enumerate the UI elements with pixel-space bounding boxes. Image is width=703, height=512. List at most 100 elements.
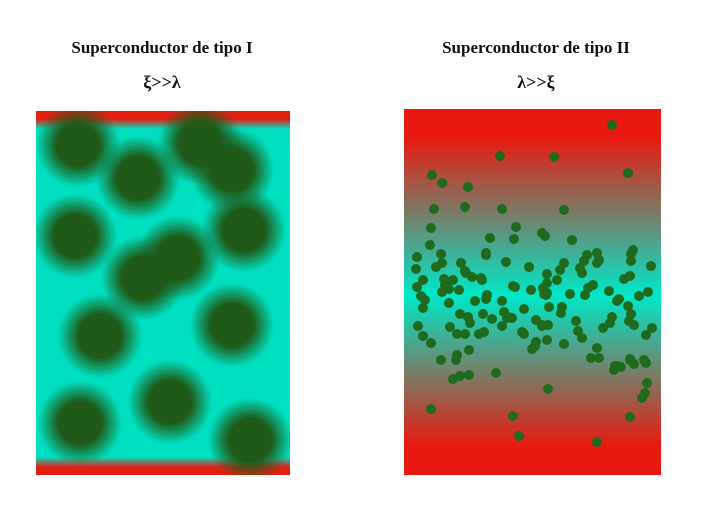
vortex-dot [451, 349, 462, 360]
vortex-dot [437, 178, 447, 188]
vortex-dot [536, 319, 547, 330]
vortex-dot [624, 411, 635, 422]
vortex-dot [577, 267, 587, 278]
vortex-dot [475, 273, 486, 284]
vortex-dot [628, 320, 639, 331]
vortex-dot [507, 410, 518, 421]
vortex-dot [412, 282, 423, 293]
vortex-dot [626, 249, 637, 260]
vortex-dot [524, 262, 535, 273]
type1-title: Superconductor de tipo I [71, 38, 253, 57]
vortex-dot [576, 332, 587, 343]
vortex-dot [607, 312, 618, 323]
vortex-dot [575, 262, 586, 273]
vortex-dot [448, 275, 459, 286]
vortex-dot [555, 264, 566, 275]
vortex-dot [486, 314, 497, 325]
vortex-dot [608, 365, 619, 376]
vortex-dot [417, 274, 428, 285]
vortex-dot [416, 291, 427, 302]
vortex-dot [496, 296, 507, 307]
vortex-dot [473, 328, 484, 339]
vortex-dot [517, 326, 528, 337]
vortex-dot [580, 290, 591, 301]
vortex-dot [425, 223, 436, 234]
vortex-dot [526, 285, 537, 296]
type2-relation: λ>>ξ [517, 72, 555, 92]
vortex-dot [465, 317, 476, 328]
vortex-dot [466, 271, 477, 282]
vortex-blob [200, 390, 290, 475]
vortex-dot [634, 291, 645, 302]
vortex-dot [430, 262, 441, 272]
vortex-dot [440, 279, 451, 290]
vortex-dot [484, 233, 495, 244]
vortex-dot [556, 308, 567, 319]
vortex-dot [496, 321, 507, 332]
vortex-dot [549, 152, 559, 162]
vortex-dot [490, 367, 501, 378]
vortex-dot [412, 251, 423, 262]
vortex-dot [626, 255, 637, 266]
vortex-dot [543, 383, 554, 394]
vortex-dot [565, 288, 576, 299]
vortex-dot [443, 298, 454, 309]
vortex-dot [502, 312, 513, 323]
vortex-dot [624, 353, 635, 364]
vortex-dot [566, 234, 577, 245]
vortex-dot [643, 287, 654, 298]
vortex-dot [478, 326, 489, 337]
vortex-dot [551, 275, 562, 286]
vortex-dot [578, 255, 589, 266]
vortex-dot [625, 309, 636, 320]
vortex-dot [559, 204, 570, 215]
vortex-dot [425, 338, 436, 349]
vortex-dot [495, 151, 505, 161]
vortex-dot [508, 234, 519, 245]
vortex-dot [637, 392, 648, 403]
vortex-dot [622, 301, 633, 312]
vortex-dot [427, 170, 438, 181]
vortex-dot [448, 373, 459, 384]
vortex-dot [607, 120, 617, 130]
vortex-dot [646, 322, 657, 333]
vortex-dot [463, 312, 474, 323]
vortex-dot [453, 285, 464, 296]
vortex-dot [437, 287, 448, 298]
vortex-dot [559, 257, 570, 268]
vortex-dot [437, 258, 448, 269]
vortex-dot [639, 387, 650, 398]
vortex-dot [591, 343, 602, 354]
type2-title: Superconductor de tipo II [442, 38, 630, 57]
vortex-dot [426, 404, 436, 414]
vortex-dot [542, 335, 553, 346]
vortex-dot [592, 437, 602, 447]
vortex-dot [443, 283, 454, 294]
type1-panel [36, 111, 290, 475]
vortex-dot [591, 257, 602, 268]
vortex-dot [439, 274, 450, 285]
vortex-dot [556, 301, 567, 312]
vortex-dot [478, 309, 489, 320]
vortex-dot [559, 339, 570, 350]
vortex-dot [541, 268, 552, 279]
vortex-dot [464, 369, 475, 380]
vortex-dot [624, 315, 635, 326]
vortex-dot [642, 378, 653, 389]
vortex-blob [36, 373, 130, 473]
vortex-dot [435, 355, 446, 366]
vortex-dot [537, 227, 548, 238]
vortex-dot [417, 330, 428, 341]
vortex-dot [539, 289, 550, 300]
vortex-dot [454, 309, 465, 320]
vortex-dot [628, 358, 639, 369]
vortex-dot [454, 371, 465, 382]
vortex-dot [640, 330, 651, 341]
vortex-dot [519, 303, 530, 314]
vortex-dot [593, 353, 604, 364]
vortex-dot [587, 279, 598, 290]
vortex-dot [480, 294, 491, 305]
vortex-dot [537, 283, 548, 294]
vortex-dot [604, 317, 615, 328]
vortex-dot [543, 319, 554, 330]
